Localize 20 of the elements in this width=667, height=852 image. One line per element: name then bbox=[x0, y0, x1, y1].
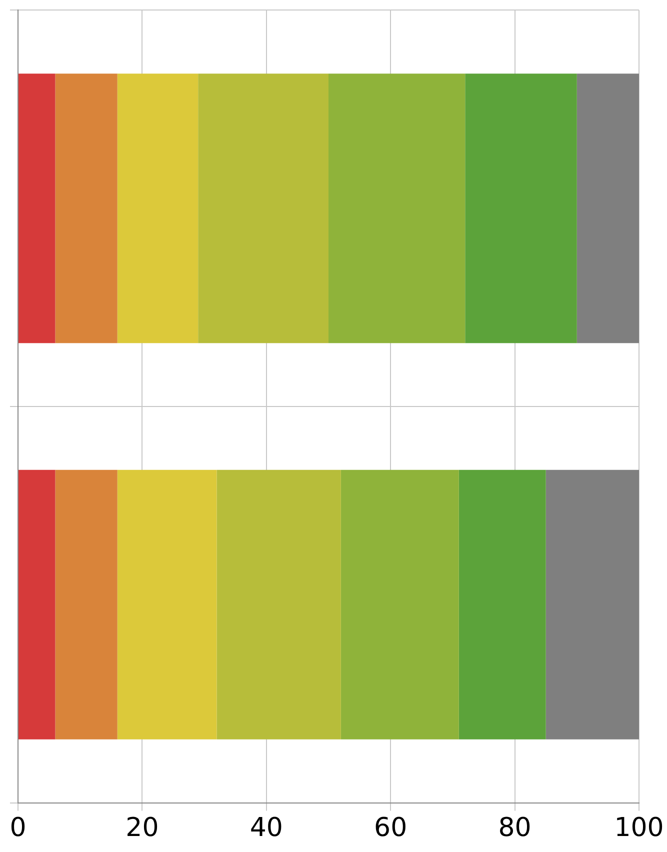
bar bbox=[55, 470, 118, 740]
bar bbox=[340, 470, 459, 740]
bar bbox=[458, 470, 546, 740]
bar bbox=[18, 74, 56, 344]
bar bbox=[117, 470, 217, 740]
bar bbox=[576, 74, 639, 344]
bar bbox=[328, 74, 466, 344]
bar bbox=[198, 74, 328, 344]
bar bbox=[18, 470, 56, 740]
x-tick-label: 60 bbox=[374, 813, 408, 844]
bar bbox=[546, 470, 639, 740]
x-tick-label: 0 bbox=[10, 813, 26, 844]
bar bbox=[117, 74, 198, 344]
x-tick-label: 20 bbox=[126, 813, 159, 844]
x-tick-label: 40 bbox=[250, 813, 283, 844]
x-tick-label: 100 bbox=[614, 813, 664, 844]
bar bbox=[465, 74, 577, 344]
bar bbox=[55, 74, 118, 344]
x-tick-label: 80 bbox=[498, 813, 532, 844]
bar bbox=[216, 470, 341, 740]
